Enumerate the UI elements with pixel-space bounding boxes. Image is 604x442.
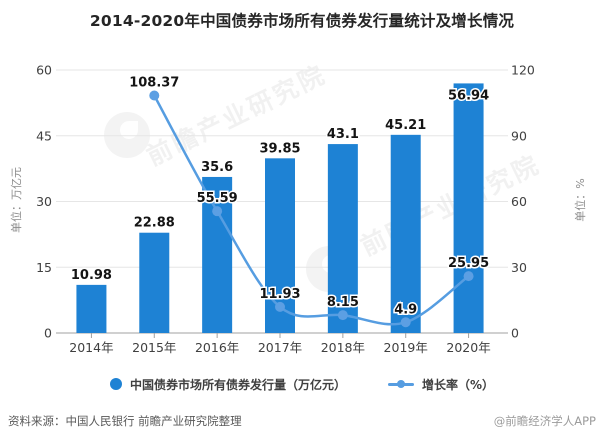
line-point [400, 317, 411, 328]
left-axis-tick-label: 0 [44, 326, 52, 341]
line-value-label: 55.59 [197, 191, 238, 206]
bar-2019年 [390, 134, 421, 333]
left-axis-tick-label: 15 [36, 260, 52, 275]
footer: 资料来源：中国人民银行 前瞻产业研究院整理 @前瞻经济学人APP [0, 412, 604, 430]
right-axis-tick-label: 60 [511, 194, 527, 209]
line-value-label: 25.95 [448, 256, 489, 271]
chart-title: 2014-2020年中国债券市场所有债券发行量统计及增长情况 [89, 12, 515, 30]
x-axis-category-label: 2017年 [258, 340, 302, 355]
bar-2020年 [453, 83, 484, 334]
right-axis-tick-label: 30 [511, 260, 527, 275]
bar-value-label: 56.94 [448, 88, 489, 103]
right-axis-unit-label: 单位：% [574, 178, 587, 222]
legend-item-line-series[interactable]: 增长率（%） [387, 376, 495, 393]
line-value-label: 108.37 [129, 75, 179, 90]
right-axis-tick-label: 90 [511, 128, 527, 143]
legend-label-bar-series: 中国债券市场所有债券发行量（万亿元） [129, 377, 346, 392]
left-axis-tick-label: 45 [36, 128, 52, 143]
x-axis-category-label: 2018年 [321, 340, 365, 355]
bar-2018年 [327, 144, 358, 333]
bar-series-swatch-icon [109, 378, 122, 390]
right-axis-tick-label: 120 [511, 63, 535, 78]
left-axis-tick-label: 30 [36, 194, 52, 209]
bar-value-label: 10.98 [71, 268, 112, 283]
x-axis-category-label: 2019年 [384, 340, 428, 355]
bar-2016年 [202, 176, 233, 333]
line-value-label: 8.15 [327, 295, 359, 310]
line-point [337, 310, 348, 321]
bar-value-label: 43.1 [327, 127, 359, 142]
x-axis-category-label: 2020年 [446, 340, 490, 355]
right-axis-tick-label: 0 [511, 326, 519, 341]
credit-text: @前瞻经济学人APP [493, 414, 596, 428]
bar-value-label: 35.6 [201, 160, 233, 175]
bar-2015年 [139, 232, 170, 333]
bar-2014年 [76, 284, 107, 333]
line-value-label: 4.9 [394, 302, 417, 317]
line-point [212, 206, 223, 217]
left-axis-unit-label: 单位：万亿元 [10, 167, 23, 233]
bar-value-label: 45.21 [385, 118, 426, 133]
x-axis-category-label: 2016年 [195, 340, 239, 355]
data-source-text: 资料来源：中国人民银行 前瞻产业研究院整理 [8, 414, 242, 428]
bar-value-label: 39.85 [259, 141, 300, 156]
line-series-swatch-icon [387, 380, 414, 388]
legend-label-line-series: 增长率（%） [421, 377, 495, 392]
line-value-label: 11.93 [259, 287, 300, 302]
line-point [149, 90, 160, 101]
line-point [463, 271, 474, 282]
bar-value-label: 22.88 [134, 216, 175, 231]
x-axis-category-label: 2015年 [132, 340, 176, 355]
x-axis-category-label: 2014年 [69, 340, 113, 355]
line-point [275, 301, 285, 312]
left-axis-tick-label: 60 [36, 63, 52, 78]
chart-legend: 中国债券市场所有债券发行量（万亿元） 增长率（%） [0, 375, 604, 393]
legend-item-bar-series[interactable]: 中国债券市场所有债券发行量（万亿元） [109, 376, 346, 393]
